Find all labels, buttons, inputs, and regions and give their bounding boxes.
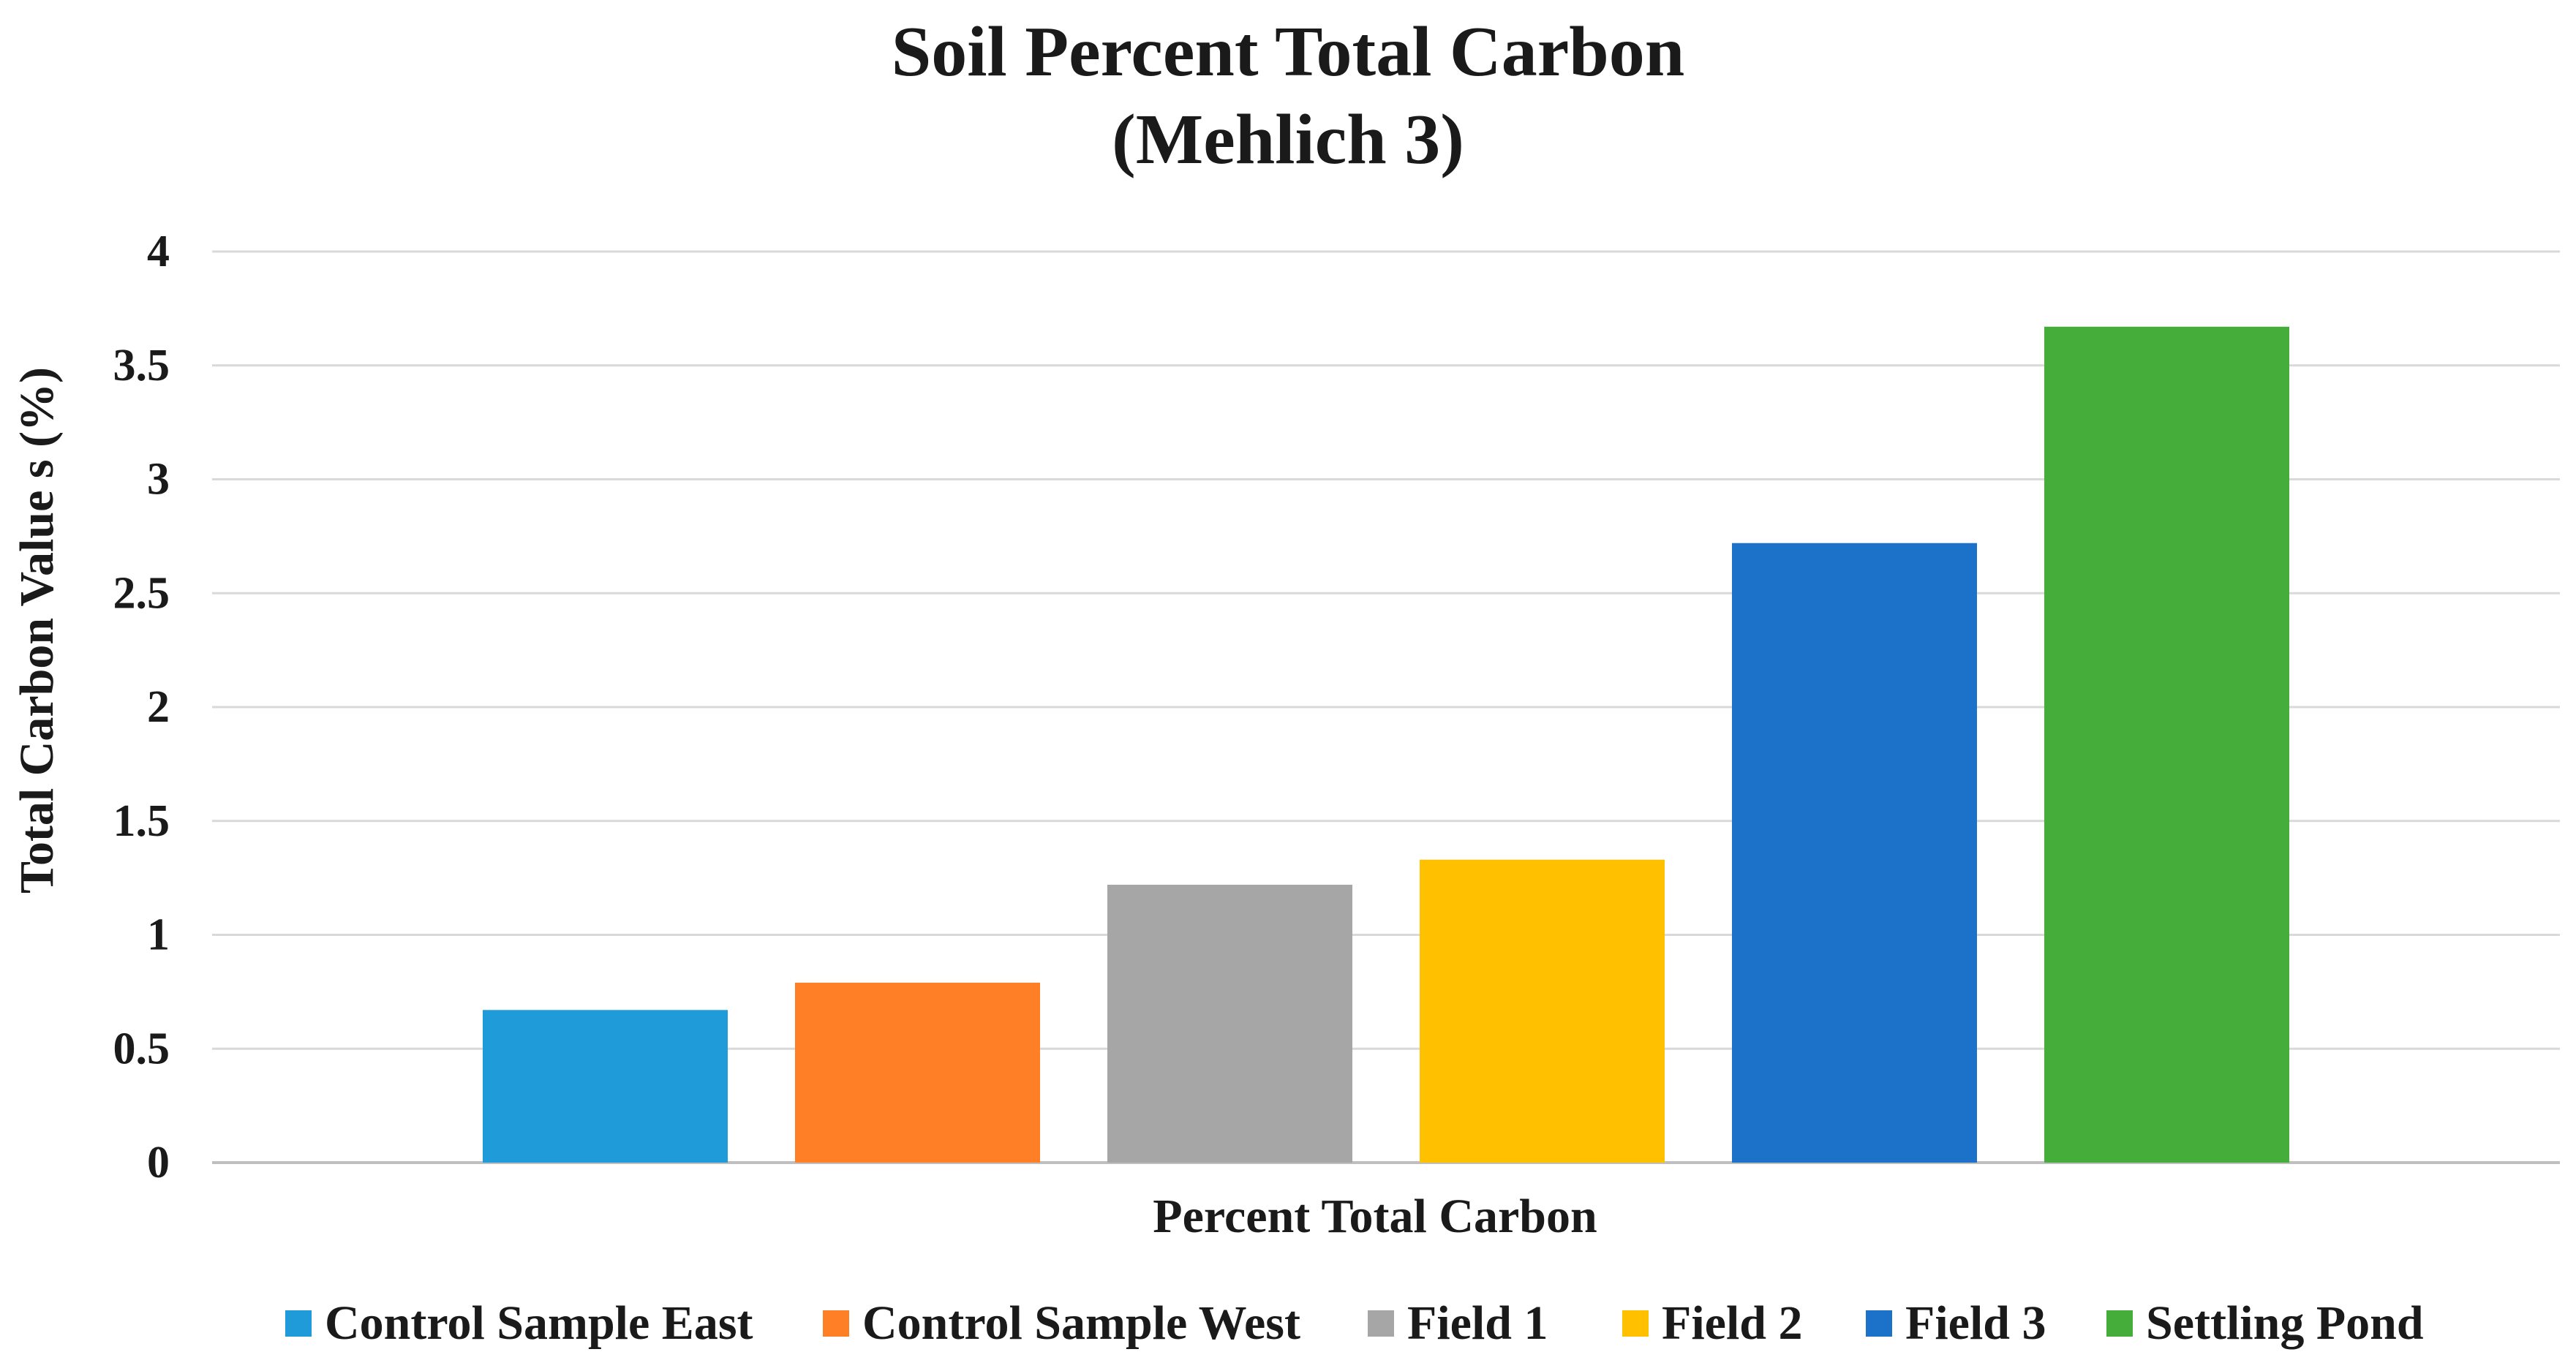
- bar-settling-pond: [2044, 326, 2289, 1163]
- legend-item: Settling Pond: [2106, 1287, 2424, 1360]
- legend-swatch: [1368, 1310, 1394, 1337]
- legend-swatch: [1866, 1310, 1892, 1337]
- y-tick-label: 2.5: [113, 568, 170, 618]
- legend-item: Field 3: [1866, 1287, 2046, 1360]
- bar-control-sample-west: [795, 982, 1040, 1163]
- bars: [483, 326, 2289, 1163]
- legend-label: Settling Pond: [2146, 1296, 2424, 1350]
- legend-item: Field 2: [1622, 1287, 1803, 1360]
- bar-field-1: [1107, 884, 1352, 1163]
- legend-item: Control Sample East: [285, 1287, 753, 1360]
- legend-swatch: [823, 1310, 849, 1337]
- y-tick-label: 0: [147, 1138, 170, 1187]
- chart-subtitle: (Mehlich 3): [1112, 100, 1464, 179]
- legend-swatch: [1622, 1310, 1649, 1337]
- y-tick-labels: 0 0.5 1 1.5 2 2.5 3 3.5 4: [113, 227, 170, 1187]
- bar-field-3: [1732, 543, 1977, 1163]
- x-axis-label: Percent Total Carbon: [1153, 1190, 1597, 1243]
- y-tick-label: 3: [147, 455, 170, 505]
- y-tick-label: 1.5: [113, 796, 170, 846]
- legend-item: Field 1: [1368, 1287, 1548, 1360]
- bar-field-2: [1420, 859, 1665, 1163]
- y-tick-label: 0.5: [113, 1024, 170, 1073]
- legend-label: Control Sample East: [325, 1296, 753, 1350]
- legend: Control Sample East Control Sample West Fi…: [0, 1287, 2576, 1360]
- y-axis-label: Total Carbon Value s (%): [10, 367, 64, 894]
- chart-title: Soil Percent Total Carbon: [891, 12, 1685, 91]
- bar-control-sample-east: [483, 1010, 728, 1163]
- legend-label: Control Sample West: [862, 1296, 1300, 1350]
- legend-label: Field 1: [1407, 1296, 1548, 1350]
- legend-swatch: [2106, 1310, 2133, 1337]
- legend-item: Control Sample West: [823, 1287, 1300, 1360]
- legend-label: Field 3: [1905, 1296, 2046, 1350]
- y-tick-label: 1: [147, 910, 170, 960]
- y-tick-label: 3.5: [113, 341, 170, 390]
- y-tick-label: 4: [147, 227, 170, 276]
- y-tick-label: 2: [147, 682, 170, 732]
- legend-swatch: [285, 1310, 312, 1337]
- legend-label: Field 2: [1662, 1296, 1803, 1350]
